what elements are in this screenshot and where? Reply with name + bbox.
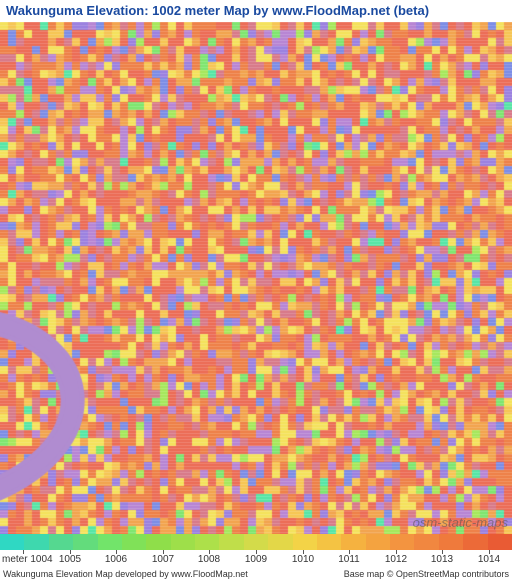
legend-value-label: 1006 — [105, 554, 127, 565]
legend-value-label: 1013 — [431, 554, 453, 565]
elevation-heatmap — [0, 22, 512, 534]
legend-value-label: 1011 — [338, 554, 360, 565]
legend-segment — [488, 534, 512, 550]
legend-value-label: 1014 — [478, 554, 500, 565]
legend-segment — [171, 534, 195, 550]
legend-value-label: 1008 — [198, 554, 220, 565]
map-title: Wakunguma Elevation: 1002 meter Map by w… — [0, 0, 512, 22]
legend-value-label: 1005 — [59, 554, 81, 565]
legend-value-label: 1009 — [245, 554, 267, 565]
legend-segment — [317, 534, 341, 550]
credits-left: Wakunguma Elevation Map developed by www… — [3, 569, 248, 581]
legend-value-label: 1007 — [152, 554, 174, 565]
legend-segment — [98, 534, 122, 550]
legend-segment — [0, 534, 24, 550]
legend-value-label: 1010 — [292, 554, 314, 565]
legend-segment — [268, 534, 292, 550]
legend-segment — [146, 534, 170, 550]
legend-segment — [49, 534, 73, 550]
credits-right: Base map © OpenStreetMap contributors — [344, 569, 509, 581]
legend-segment — [390, 534, 414, 550]
legend-segment — [195, 534, 219, 550]
legend-segment — [122, 534, 146, 550]
legend-segment — [293, 534, 317, 550]
map-footer: meter 1004 1005 1006 1007 1008 1009 1010 1011 10… — [0, 534, 512, 582]
legend-value-label: 1012 — [385, 554, 407, 565]
color-legend-labels: meter 1004 1005 1006 1007 1008 1009 1010 1011 10… — [0, 554, 512, 568]
legend-segment — [219, 534, 243, 550]
elevation-map-card: Wakunguma Elevation: 1002 meter Map by w… — [0, 0, 512, 582]
color-legend-bar — [0, 534, 512, 550]
map-area: osm-static-maps — [0, 22, 512, 534]
credits-row: Wakunguma Elevation Map developed by www… — [0, 568, 512, 582]
legend-segment — [414, 534, 438, 550]
legend-segment — [439, 534, 463, 550]
legend-segment — [463, 534, 487, 550]
legend-segment — [24, 534, 48, 550]
legend-segment — [366, 534, 390, 550]
legend-segment — [341, 534, 365, 550]
legend-segment — [73, 534, 97, 550]
legend-unit-label: meter 1004 — [2, 554, 53, 565]
legend-segment — [244, 534, 268, 550]
